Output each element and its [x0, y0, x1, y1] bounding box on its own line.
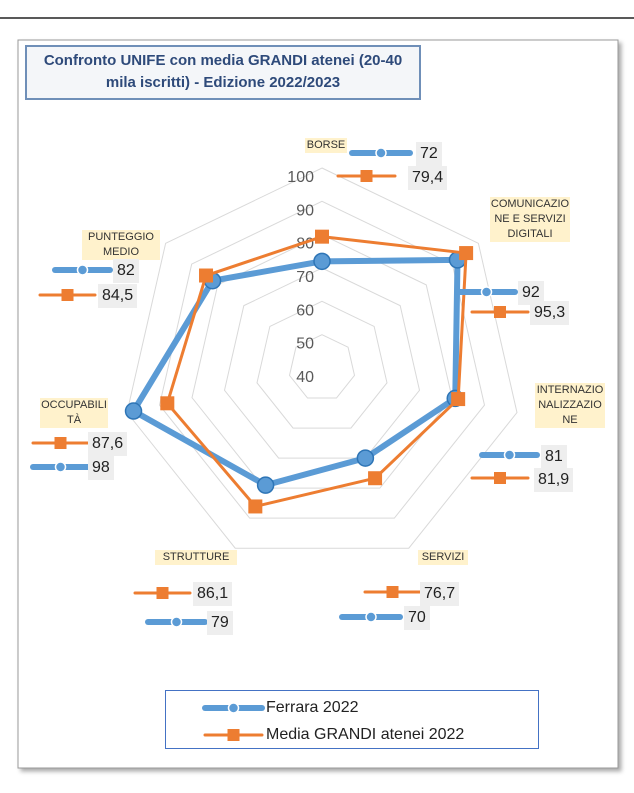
legend-marker [503, 449, 516, 461]
marker [124, 402, 143, 420]
legend-marker [156, 587, 169, 599]
category-label: SERVIZI [418, 550, 468, 565]
r-tick-label: 50 [296, 336, 314, 353]
r-tick-label: 70 [296, 269, 314, 286]
marker [248, 499, 263, 514]
legend-marker [360, 170, 373, 182]
marker [199, 268, 214, 283]
legend-marker [365, 611, 377, 623]
value-label: 86,1 [193, 582, 233, 606]
category-label: INTERNAZIONALIZZAZIONE [535, 383, 605, 428]
value-label: 76,7 [420, 582, 460, 606]
value-label: 98 [88, 456, 114, 480]
marker [451, 392, 466, 407]
value-label: 84,5 [98, 284, 138, 308]
grid-ring [288, 334, 356, 399]
grid-ring [191, 234, 453, 489]
legend-label: Ferrara 2022 [266, 699, 359, 716]
legend-marker [61, 289, 74, 301]
frame [17, 39, 619, 769]
marker [313, 252, 331, 271]
legend-marker [227, 702, 240, 714]
value-label: 81 [541, 445, 567, 469]
marker [315, 229, 329, 244]
legend-marker [54, 437, 67, 449]
category-label: STRUTTURE [155, 550, 237, 565]
legend-marker [494, 306, 506, 318]
value-label: 72 [416, 142, 442, 166]
value-label: 81,9 [534, 468, 574, 492]
grid-ring [223, 267, 421, 459]
grid-ring [256, 300, 388, 429]
category-label: COMUNICAZIONE E SERVIZI DIGITALI [490, 197, 570, 242]
value-label: 82 [113, 259, 139, 283]
grid-ring [126, 167, 518, 549]
category-label: OCCUPABILITÀ [40, 398, 108, 428]
marker [459, 246, 474, 261]
r-tick-label: 40 [296, 369, 314, 386]
value-label: 70 [404, 606, 430, 630]
legend-marker [76, 264, 89, 276]
legend-marker [494, 472, 506, 484]
category-label: BORSE [305, 138, 347, 153]
r-tick-label: 90 [296, 202, 314, 219]
legend-marker [170, 616, 183, 628]
value-label: 95,3 [530, 301, 570, 325]
series-line [165, 235, 468, 508]
legend-marker [480, 286, 493, 298]
legend-marker [386, 586, 399, 598]
legend-label: Media GRANDI atenei 2022 [266, 726, 465, 743]
marker [368, 471, 383, 486]
value-label: 87,6 [88, 432, 128, 456]
legend-marker [375, 147, 387, 159]
marker [160, 396, 175, 411]
value-label: 79,4 [408, 166, 448, 190]
r-tick-label: 100 [287, 169, 314, 186]
marker [256, 476, 275, 494]
r-tick-label: 60 [296, 302, 314, 319]
legend-marker [227, 729, 240, 741]
marker [356, 449, 375, 467]
chart-title: Confronto UNIFE con media GRANDI atenei … [25, 45, 421, 100]
category-label: PUNTEGGIO MEDIO [82, 230, 160, 260]
legend: Ferrara 2022 Media GRANDI atenei 2022 [165, 690, 539, 749]
legend-marker [54, 461, 67, 473]
value-label: 79 [207, 611, 233, 635]
